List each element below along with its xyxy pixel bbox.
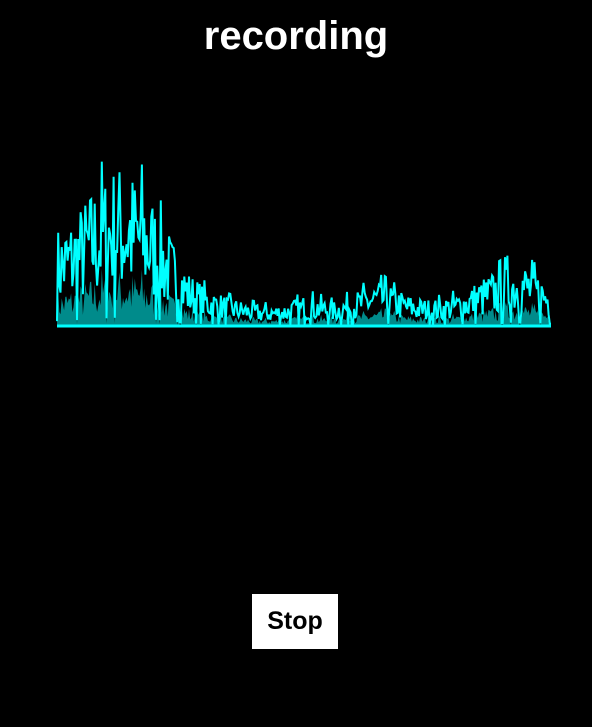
waveform-line: [56, 161, 551, 326]
stop-button[interactable]: Stop: [252, 594, 338, 649]
recording-status-title: recording: [203, 14, 389, 58]
waveform-fill: [57, 268, 551, 326]
audio-waveform-icon: [56, 161, 551, 328]
